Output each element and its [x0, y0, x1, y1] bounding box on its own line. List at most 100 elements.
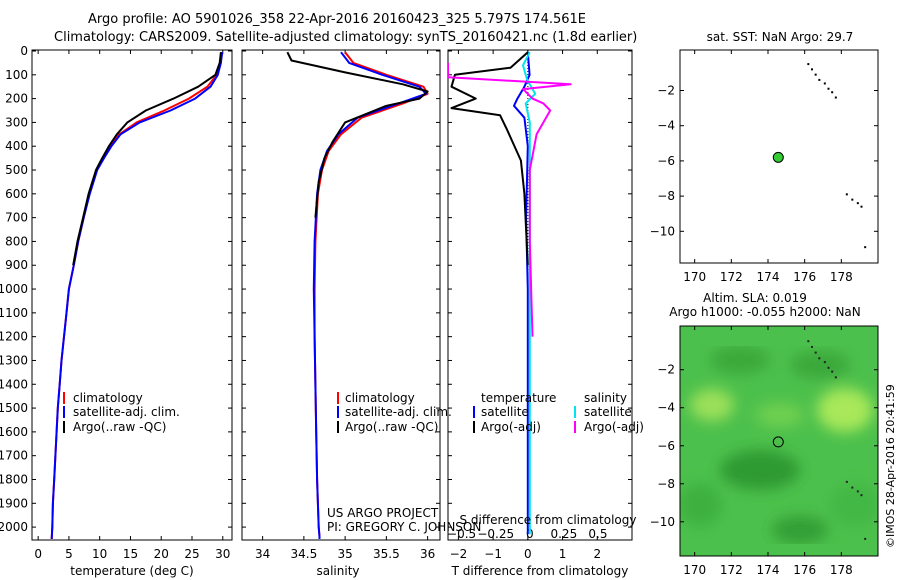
island-mark: [856, 490, 859, 493]
difference-series-t-argo-adj: [450, 51, 529, 266]
island-mark: [823, 361, 826, 364]
island-mark: [851, 198, 854, 201]
salinity-xlabel: salinity: [316, 564, 359, 578]
longitude-tick-label: 178: [830, 563, 853, 577]
island-mark: [807, 63, 810, 66]
legend-label-s-satellite: satellite: [584, 405, 632, 419]
latitude-tick-label: −6: [657, 154, 675, 168]
latitude-tick-label: −8: [657, 477, 675, 491]
legend-title-salinity: salinity: [584, 391, 627, 405]
sla-map-title-2: Argo h1000: -0.055 h2000: NaN: [669, 305, 861, 319]
island-mark: [807, 340, 810, 343]
island-mark: [845, 480, 848, 483]
salinity-xtick-label: 34.5: [291, 547, 318, 561]
depth-tick-label: 200: [5, 92, 28, 106]
island-mark: [831, 370, 834, 373]
depth-tick-label: 1700: [0, 449, 28, 463]
sst-map-title: sat. SST: NaN Argo: 29.7: [707, 30, 854, 44]
island-mark: [851, 486, 854, 489]
legend-label-t-satellite: satellite: [481, 405, 529, 419]
difference-legend: temperature salinity satellite Argo(-adj…: [473, 391, 644, 434]
legend-label-argo: Argo(..raw -QC): [73, 420, 166, 434]
temperature-xtick-label: 25: [184, 547, 199, 561]
difference-xtick-label: −2: [450, 547, 468, 561]
depth-tick-label: 400: [5, 139, 28, 153]
longitude-tick-label: 178: [830, 270, 853, 284]
salinity-series-satellite-adj-clim: [312, 51, 427, 539]
s-difference-tick-label: 0.5: [588, 527, 607, 541]
longitude-tick-label: 170: [683, 563, 706, 577]
depth-tick-label: 100: [5, 68, 28, 82]
sla-map-panel: Altim. SLA: 0.019 Argo h1000: -0.055 h20…: [650, 291, 879, 577]
difference-panel: −2 −1 0 1 2 −0.5 −0.25 0 0.25 0.5 S difference f…: [447, 49, 644, 578]
island-mark: [860, 494, 863, 497]
island-mark: [834, 96, 837, 99]
latitude-tick-label: −4: [657, 401, 675, 415]
s-difference-tick-label: 0.25: [550, 527, 577, 541]
legend-label-climatology: climatology: [345, 391, 415, 405]
island-mark: [814, 73, 817, 76]
temperature-xtick-label: 30: [215, 547, 230, 561]
longitude-tick-label: 176: [793, 270, 816, 284]
temperature-series-satellite-adj-clim: [50, 52, 224, 540]
float-position-marker: [772, 151, 784, 163]
temperature-xlabel: temperature (deg C): [70, 564, 193, 578]
legend-label-climatology: climatology: [73, 391, 143, 405]
sla-blob: [710, 346, 770, 374]
depth-tick-label: 1300: [0, 353, 28, 367]
salinity-xtick-label: 35: [337, 547, 352, 561]
depth-tick-label: 1400: [0, 377, 28, 391]
salinity-plot-frame: [241, 49, 441, 541]
legend-label-satellite: satellite-adj. clim.: [73, 405, 180, 419]
temperature-series-argo-raw-qc: [72, 52, 222, 266]
latitude-tick-label: −10: [650, 224, 675, 238]
sla-blob: [790, 351, 850, 379]
salinity-xtick-label: 35.5: [373, 547, 400, 561]
legend-label-argo: Argo(..raw -QC): [345, 420, 438, 434]
depth-tick-label: 1500: [0, 401, 28, 415]
island-mark: [845, 193, 848, 196]
island-mark: [864, 537, 867, 540]
depth-tick-label: 1900: [0, 496, 28, 510]
difference-series-s-argo-adj: [448, 62, 572, 337]
credit-line-2: PI: GREGORY C. JOHNSON: [327, 520, 481, 534]
t-difference-xlabel: T difference from climatology: [451, 564, 629, 578]
salinity-xtick-label: 34: [255, 547, 270, 561]
latitude-tick-label: −10: [650, 515, 675, 529]
difference-plot-frame: [447, 49, 633, 541]
depth-tick-label: 300: [5, 115, 28, 129]
island-mark: [814, 351, 817, 354]
island-mark: [856, 202, 859, 205]
depth-tick-label: 0: [20, 44, 28, 58]
difference-xtick-label: 1: [559, 547, 567, 561]
longitude-tick-label: 172: [720, 563, 743, 577]
s-difference-tick-label: −0.25: [477, 527, 514, 541]
legend-title-temperature: temperature: [481, 391, 556, 405]
legend-label-t-argo: Argo(-adj): [481, 420, 541, 434]
sla-blob: [720, 450, 800, 490]
temperature-plot-frame: [31, 49, 233, 541]
longitude-tick-label: 172: [720, 270, 743, 284]
difference-xtick-label: −1: [484, 547, 502, 561]
salinity-legend: climatology satellite-adj. clim. Argo(..…: [337, 391, 452, 434]
s-difference-tick-label: −0.5: [447, 527, 476, 541]
temperature-legend: climatology satellite-adj. clim. Argo(..…: [63, 391, 180, 434]
island-mark: [831, 91, 834, 94]
island-mark: [860, 205, 863, 208]
latitude-tick-label: −4: [657, 119, 675, 133]
depth-tick-label: 900: [5, 258, 28, 272]
latitude-tick-label: −8: [657, 189, 675, 203]
temperature-xtick-label: 20: [154, 547, 169, 561]
depth-tick-label: 1000: [0, 282, 28, 296]
depth-tick-label: 1200: [0, 330, 28, 344]
float-position-marker: [772, 436, 784, 448]
sst-map-panel: sat. SST: NaN Argo: 29.7 170 172 174 176 178…: [650, 30, 879, 284]
sla-blob: [756, 403, 804, 427]
longitude-tick-label: 174: [757, 270, 780, 284]
salinity-panel: 34 34.5 35 35.5 36 salinity climatology sate…: [241, 49, 481, 578]
header-line-2: Climatology: CARS2009. Satellite-adjuste…: [54, 30, 637, 45]
island-mark: [834, 376, 837, 379]
latitude-tick-label: −6: [657, 439, 675, 453]
island-mark: [864, 246, 867, 249]
